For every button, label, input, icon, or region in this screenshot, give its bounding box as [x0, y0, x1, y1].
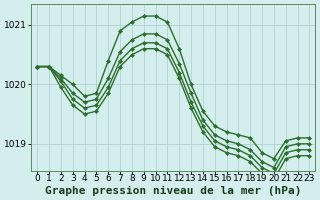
X-axis label: Graphe pression niveau de la mer (hPa): Graphe pression niveau de la mer (hPa) — [45, 186, 301, 196]
